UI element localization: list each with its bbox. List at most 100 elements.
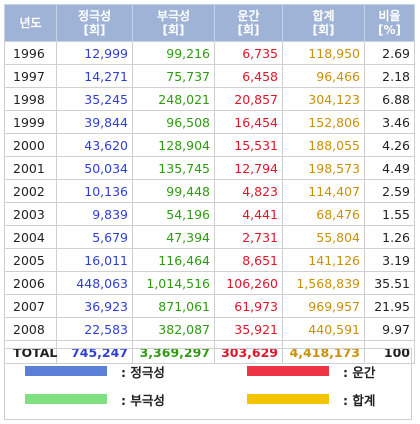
table-row: 1997 14,271 75,737 6,458 96,466 2.18	[4, 64, 415, 88]
cell-ratio: 2.59	[364, 179, 415, 203]
cell-year: 2004	[4, 225, 57, 249]
cell-positive: 50,034	[56, 156, 133, 180]
cell-sum: 68,476	[282, 202, 365, 226]
cell-sum: 440,591	[282, 317, 365, 341]
table-row: 2004 5,679 47,394 2,731 55,804 1.26	[4, 225, 415, 249]
cell-ratio: 2.69	[364, 41, 415, 65]
cell-ratio: 4.26	[364, 133, 415, 157]
header-positive: 정극성 [회]	[56, 4, 133, 42]
cell-positive: 10,136	[56, 179, 133, 203]
legend-label-cloud: : 운간	[343, 364, 376, 380]
cell-ratio: 1.55	[364, 202, 415, 226]
cell-ratio: 1.26	[364, 225, 415, 249]
cell-positive: 16,011	[56, 248, 133, 272]
cell-cloud: 2,731	[214, 225, 283, 249]
color-legend: : 정극성 : 운간 : 부극성 : 합계	[4, 348, 412, 420]
legend-item-cloud: : 운간	[247, 363, 376, 380]
cell-ratio: 35.51	[364, 271, 415, 295]
legend-swatch-negative	[25, 394, 107, 404]
cell-sum: 141,126	[282, 248, 365, 272]
legend-label-sum: : 합계	[343, 392, 376, 408]
cell-positive: 35,245	[56, 87, 133, 111]
cell-ratio: 4.49	[364, 156, 415, 180]
cell-positive: 14,271	[56, 64, 133, 88]
cell-negative: 99,216	[132, 41, 215, 65]
cell-sum: 1,568,839	[282, 271, 365, 295]
table-row: 2002 10,136 99,448 4,823 114,407 2.59	[4, 179, 415, 203]
cell-ratio: 2.18	[364, 64, 415, 88]
header-negative: 부극성 [회]	[132, 4, 215, 42]
cell-negative: 382,087	[132, 317, 215, 341]
cell-positive: 9,839	[56, 202, 133, 226]
cell-cloud: 106,260	[214, 271, 283, 295]
cell-ratio: 3.46	[364, 110, 415, 134]
legend-swatch-sum	[247, 394, 329, 404]
lightning-stats-table: 년도 정극성 [회] 부극성 [회] 운간 [회] 합계 [회] 비율 [%] 1996 1…	[4, 4, 415, 364]
cell-ratio: 9.97	[364, 317, 415, 341]
cell-year: 1997	[4, 64, 57, 88]
cell-negative: 47,394	[132, 225, 215, 249]
cell-cloud: 6,458	[214, 64, 283, 88]
lightning-stats-panel: 년도 정극성 [회] 부극성 [회] 운간 [회] 합계 [회] 비율 [%] 1996 1…	[4, 4, 415, 364]
table-row: 1998 35,245 248,021 20,857 304,123 6.88	[4, 87, 415, 111]
cell-negative: 75,737	[132, 64, 215, 88]
cell-year: 1999	[4, 110, 57, 134]
cell-cloud: 20,857	[214, 87, 283, 111]
table-row: 2007 36,923 871,061 61,973 969,957 21.95	[4, 294, 415, 318]
cell-positive: 12,999	[56, 41, 133, 65]
table-row: 2000 43,620 128,904 15,531 188,055 4.26	[4, 133, 415, 157]
cell-positive: 36,923	[56, 294, 133, 318]
cell-year: 1998	[4, 87, 57, 111]
legend-swatch-positive	[25, 366, 107, 376]
cell-year: 2005	[4, 248, 57, 272]
cell-negative: 116,464	[132, 248, 215, 272]
legend-item-negative: : 부극성	[25, 391, 165, 408]
table-row: 2003 9,839 54,196 4,441 68,476 1.55	[4, 202, 415, 226]
header-sum: 합계 [회]	[282, 4, 365, 42]
cell-cloud: 6,735	[214, 41, 283, 65]
cell-year: 2007	[4, 294, 57, 318]
cell-positive: 448,063	[56, 271, 133, 295]
cell-cloud: 8,651	[214, 248, 283, 272]
cell-negative: 248,021	[132, 87, 215, 111]
cell-year: 1996	[4, 41, 57, 65]
cell-ratio: 21.95	[364, 294, 415, 318]
cell-negative: 128,904	[132, 133, 215, 157]
cell-cloud: 12,794	[214, 156, 283, 180]
cell-cloud: 16,454	[214, 110, 283, 134]
cell-sum: 114,407	[282, 179, 365, 203]
cell-positive: 39,844	[56, 110, 133, 134]
legend-swatch-cloud	[247, 366, 329, 376]
header-cloud: 운간 [회]	[214, 4, 283, 42]
table-row: 2001 50,034 135,745 12,794 198,573 4.49	[4, 156, 415, 180]
cell-negative: 871,061	[132, 294, 215, 318]
cell-sum: 55,804	[282, 225, 365, 249]
cell-cloud: 15,531	[214, 133, 283, 157]
cell-year: 2003	[4, 202, 57, 226]
cell-negative: 1,014,516	[132, 271, 215, 295]
cell-year: 2001	[4, 156, 57, 180]
cell-year: 2000	[4, 133, 57, 157]
cell-ratio: 3.19	[364, 248, 415, 272]
table-row: 2005 16,011 116,464 8,651 141,126 3.19	[4, 248, 415, 272]
cell-year: 2002	[4, 179, 57, 203]
legend-label-positive: : 정극성	[121, 364, 165, 380]
cell-negative: 135,745	[132, 156, 215, 180]
cell-positive: 43,620	[56, 133, 133, 157]
cell-ratio: 6.88	[364, 87, 415, 111]
cell-year: 2006	[4, 271, 57, 295]
cell-sum: 188,055	[282, 133, 365, 157]
legend-label-negative: : 부극성	[121, 392, 165, 408]
cell-sum: 304,123	[282, 87, 365, 111]
cell-cloud: 4,441	[214, 202, 283, 226]
cell-cloud: 4,823	[214, 179, 283, 203]
cell-sum: 969,957	[282, 294, 365, 318]
table-row: 1996 12,999 99,216 6,735 118,950 2.69	[4, 41, 415, 65]
header-ratio: 비율 [%]	[364, 4, 415, 42]
cell-year: 2008	[4, 317, 57, 341]
cell-sum: 96,466	[282, 64, 365, 88]
cell-sum: 198,573	[282, 156, 365, 180]
cell-sum: 152,806	[282, 110, 365, 134]
cell-negative: 99,448	[132, 179, 215, 203]
legend-item-sum: : 합계	[247, 391, 376, 408]
